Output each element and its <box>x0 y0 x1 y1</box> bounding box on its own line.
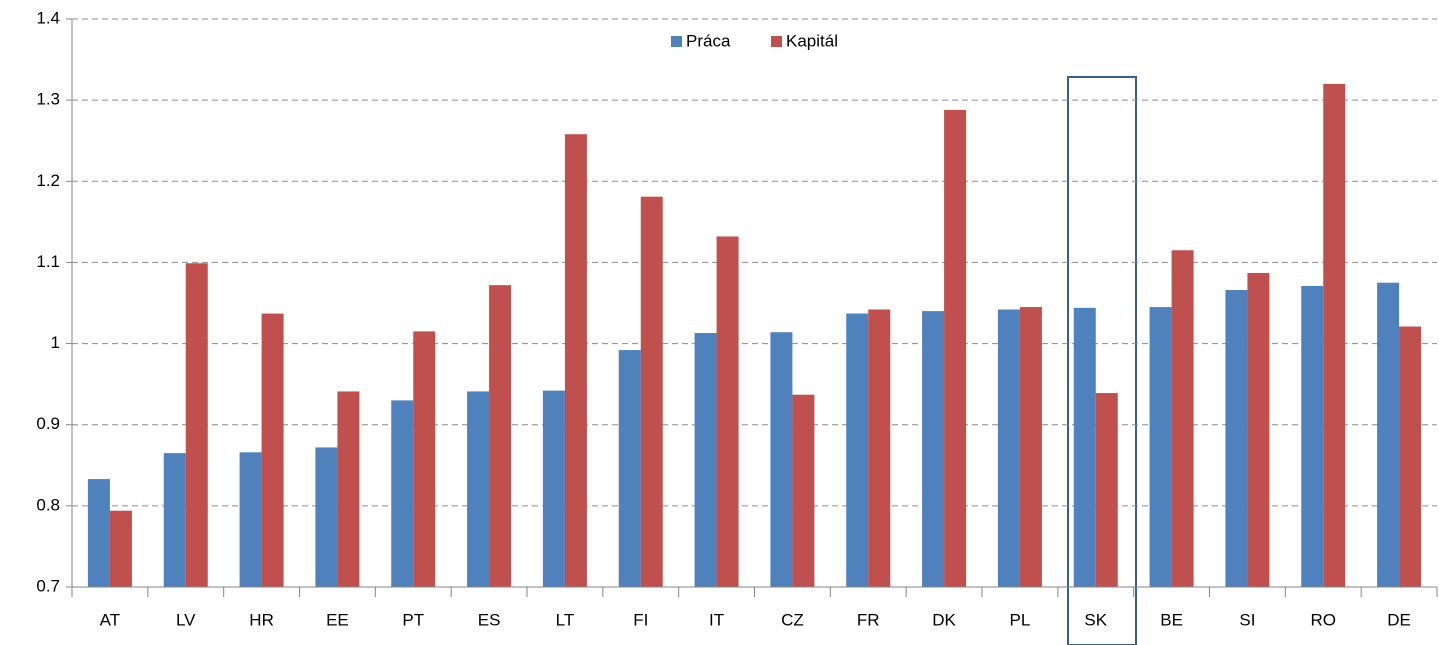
bar <box>337 391 360 587</box>
x-tick-label: PL <box>1010 610 1031 629</box>
x-tick-label: LT <box>556 610 575 629</box>
legend-swatch <box>671 36 682 47</box>
bar <box>694 333 717 587</box>
x-tick-label: PT <box>402 610 424 629</box>
bar <box>846 313 869 587</box>
bar <box>944 109 967 587</box>
y-tick-label: 1.1 <box>36 252 60 271</box>
x-tick-label: DE <box>1387 610 1411 629</box>
y-tick-label: 0.7 <box>36 576 60 595</box>
bar <box>1095 393 1118 587</box>
bar <box>1377 282 1400 587</box>
x-tick-label: ES <box>478 610 501 629</box>
bar <box>1301 285 1324 587</box>
y-tick-label: 0.8 <box>36 495 60 514</box>
bar <box>1247 272 1270 587</box>
bar <box>618 350 641 587</box>
bar <box>489 285 512 587</box>
highlight-box <box>1067 76 1137 645</box>
bar <box>163 453 186 587</box>
bar <box>315 447 338 587</box>
x-tick-label: LV <box>176 610 196 629</box>
legend-label: Kapitál <box>786 31 838 50</box>
bar <box>640 196 663 587</box>
bar <box>770 332 793 587</box>
bar <box>792 394 815 587</box>
x-tick-label: EE <box>326 610 349 629</box>
bar <box>716 236 739 587</box>
y-tick-label: 1.2 <box>36 171 60 190</box>
bar <box>542 390 565 587</box>
bar <box>1323 83 1346 588</box>
x-tick-label: HR <box>249 610 274 629</box>
x-tick-label: SK <box>1084 610 1107 629</box>
bar <box>391 400 414 587</box>
bar <box>1171 250 1194 587</box>
bar <box>922 311 945 587</box>
y-tick-label: 1.3 <box>36 90 60 109</box>
bar <box>87 479 110 587</box>
bar <box>564 134 587 588</box>
bar <box>467 391 490 587</box>
bar <box>997 309 1020 587</box>
bar <box>109 510 132 587</box>
x-tick-label: IT <box>709 610 724 629</box>
x-tick-label: FR <box>857 610 880 629</box>
bar <box>868 309 891 587</box>
bar <box>1073 307 1096 587</box>
x-tick-label: SI <box>1239 610 1255 629</box>
x-tick-label: FI <box>633 610 648 629</box>
bar <box>1149 307 1172 587</box>
x-tick-label: BE <box>1160 610 1183 629</box>
bar <box>1225 290 1248 587</box>
bar <box>239 452 262 587</box>
bar <box>1399 326 1422 587</box>
y-tick-label: 1 <box>51 333 60 352</box>
y-tick-label: 0.9 <box>36 414 60 433</box>
bar <box>261 313 284 587</box>
x-tick-label: RO <box>1311 610 1337 629</box>
legend-swatch <box>771 36 782 47</box>
x-tick-label: CZ <box>781 610 804 629</box>
x-tick-label: AT <box>100 610 120 629</box>
y-tick-label: 1.4 <box>36 8 60 27</box>
bar <box>185 263 208 587</box>
bar <box>413 331 436 587</box>
bar <box>1019 307 1042 587</box>
legend-label: Práca <box>686 31 731 50</box>
x-tick-label: DK <box>932 610 956 629</box>
